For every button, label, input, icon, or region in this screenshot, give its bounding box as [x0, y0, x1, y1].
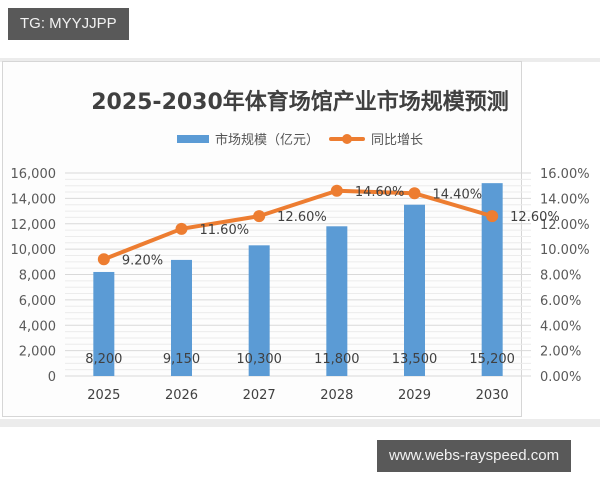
right-axis-tick: 16.00% — [540, 167, 590, 182]
bar-series — [93, 183, 503, 376]
bar — [93, 271, 115, 376]
line-marker-icon — [329, 133, 365, 144]
line-data-labels: 9.20% 11.60% 12.60% 14.60% 14.40% 12.60% — [122, 185, 560, 269]
line-marker — [408, 187, 421, 200]
x-axis-ticks: 2025 2026 2027 2028 2029 2030 — [87, 388, 508, 403]
chart-title: 2025-2030年体育场馆产业市场规模预测 — [91, 90, 509, 115]
legend-label-growth: 同比增长 — [371, 133, 424, 148]
line-value-label: 12.60% — [277, 210, 327, 225]
x-axis-tick: 2029 — [398, 388, 431, 403]
x-axis-tick: 2026 — [165, 388, 198, 403]
left-axis-tick: 10,000 — [11, 243, 57, 258]
bar-swatch-icon — [176, 134, 209, 143]
bar — [326, 226, 348, 376]
line-value-label: 12.60% — [510, 210, 560, 225]
right-axis-tick: 2.00% — [540, 345, 581, 360]
line-value-label: 14.40% — [433, 187, 483, 202]
legend-item-growth: 同比增长 — [329, 129, 423, 148]
x-axis-tick: 2030 — [476, 388, 509, 403]
bar — [248, 245, 270, 376]
line-marker — [486, 210, 499, 223]
line-value-label: 11.60% — [200, 223, 250, 238]
left-axis-tick: 6,000 — [19, 294, 56, 309]
bar-value-label: 13,500 — [392, 352, 438, 367]
right-axis-tick: 8.00% — [540, 269, 581, 284]
left-axis-tick: 0 — [48, 370, 56, 385]
line-marker — [330, 184, 343, 197]
chart-legend: 市场规模（亿元） 同比增长 — [0, 129, 600, 148]
right-axis-ticks: 0.00% 2.00% 4.00% 6.00% 8.00% 10.00% 12.00% 14.… — [540, 167, 590, 385]
line-value-label: 14.60% — [355, 185, 405, 200]
bar-value-label: 10,300 — [236, 352, 282, 367]
left-axis-tick: 8,000 — [19, 269, 56, 284]
bar — [171, 259, 192, 376]
top-band — [0, 58, 600, 62]
left-axis-tick: 4,000 — [19, 319, 56, 334]
right-axis-tick: 10.00% — [540, 243, 590, 258]
bar-value-label: 9,150 — [163, 352, 200, 367]
right-axis-tick: 4.00% — [540, 319, 581, 334]
bar-data-labels: 8,200 9,150 10,300 11,800 13,500 15,200 — [85, 352, 515, 367]
line-value-label: 9.20% — [122, 253, 163, 268]
left-axis-tick: 14,000 — [11, 192, 57, 207]
x-axis-tick: 2027 — [243, 388, 276, 403]
bottom-watermark-tag: www.webs-rayspeed.com — [377, 440, 572, 472]
bar — [481, 183, 503, 376]
bar-value-label: 15,200 — [469, 352, 515, 367]
bottom-band — [0, 419, 600, 427]
right-axis-tick: 12.00% — [540, 218, 590, 233]
x-axis-tick: 2028 — [320, 388, 353, 403]
line-marker — [175, 222, 188, 235]
legend-item-market-size: 市场规模（亿元） — [176, 129, 319, 148]
growth-line — [103, 188, 493, 262]
legend-label-market-size: 市场规模（亿元） — [214, 133, 319, 148]
right-axis-tick: 0.00% — [540, 370, 581, 385]
left-axis-ticks: 0 2,000 4,000 6,000 8,000 10,000 12,000 14,000 1… — [11, 167, 57, 385]
right-axis-tick: 14.00% — [540, 192, 590, 207]
line-marker — [253, 210, 266, 223]
bar — [404, 204, 425, 376]
left-axis-tick: 2,000 — [19, 345, 56, 360]
line-marker — [97, 253, 110, 266]
x-axis-tick: 2025 — [87, 388, 120, 403]
right-axis-tick: 6.00% — [540, 294, 581, 309]
top-watermark-tag: TG: MYYJJPP — [8, 8, 129, 40]
left-axis-tick: 16,000 — [11, 167, 57, 182]
line-series — [97, 184, 499, 266]
bar-value-label: 11,800 — [314, 352, 360, 367]
bar-value-label: 8,200 — [85, 352, 122, 367]
left-axis-tick: 12,000 — [11, 218, 57, 233]
